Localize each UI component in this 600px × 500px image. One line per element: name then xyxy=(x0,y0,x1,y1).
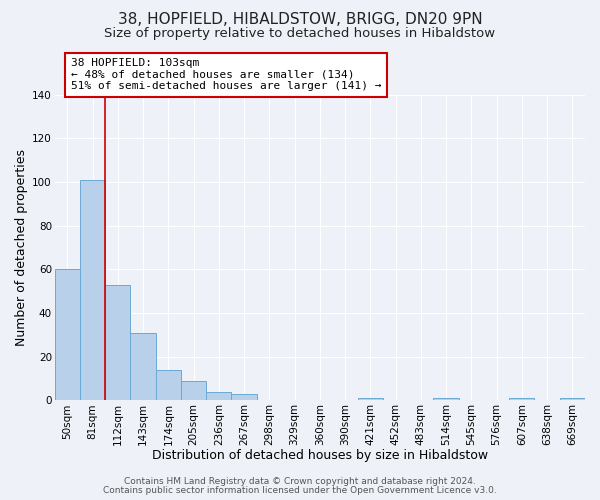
Text: Contains public sector information licensed under the Open Government Licence v3: Contains public sector information licen… xyxy=(103,486,497,495)
Bar xyxy=(560,398,585,400)
Text: Contains HM Land Registry data © Crown copyright and database right 2024.: Contains HM Land Registry data © Crown c… xyxy=(124,477,476,486)
X-axis label: Distribution of detached houses by size in Hibaldstow: Distribution of detached houses by size … xyxy=(152,450,488,462)
Bar xyxy=(433,398,459,400)
Bar xyxy=(232,394,257,400)
Bar xyxy=(206,392,232,400)
Bar xyxy=(181,381,206,400)
Y-axis label: Number of detached properties: Number of detached properties xyxy=(15,149,28,346)
Text: 38 HOPFIELD: 103sqm
← 48% of detached houses are smaller (134)
51% of semi-detac: 38 HOPFIELD: 103sqm ← 48% of detached ho… xyxy=(71,58,381,92)
Bar xyxy=(358,398,383,400)
Text: 38, HOPFIELD, HIBALDSTOW, BRIGG, DN20 9PN: 38, HOPFIELD, HIBALDSTOW, BRIGG, DN20 9P… xyxy=(118,12,482,28)
Bar xyxy=(80,180,105,400)
Bar xyxy=(55,270,80,400)
Bar xyxy=(509,398,535,400)
Bar xyxy=(156,370,181,400)
Text: Size of property relative to detached houses in Hibaldstow: Size of property relative to detached ho… xyxy=(104,28,496,40)
Bar xyxy=(105,284,130,401)
Bar xyxy=(130,332,156,400)
